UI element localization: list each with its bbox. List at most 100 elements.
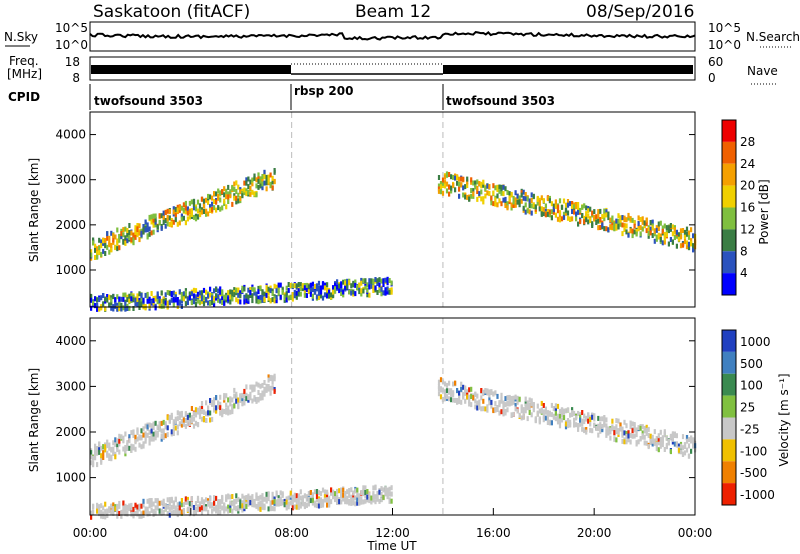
power-echo-cell xyxy=(522,189,525,195)
power-echo-cell xyxy=(239,189,242,195)
velocity-echo-cell xyxy=(581,410,584,415)
power-echo-cell xyxy=(490,195,493,201)
power-echo-cell xyxy=(160,225,163,231)
velocity-echo-cell xyxy=(380,492,383,497)
velocity-echo-cell xyxy=(162,435,165,440)
velocity-echo-cell xyxy=(293,497,296,503)
velocity-echo-cell xyxy=(178,413,181,419)
velocity-echo-cell xyxy=(643,434,646,440)
velocity-echo-cell xyxy=(118,500,121,506)
velocity-echo-cell xyxy=(102,450,105,456)
velocity-echo-cell xyxy=(579,412,582,418)
velocity-echo-cell xyxy=(247,493,250,499)
velocity-echo-cell xyxy=(685,438,689,444)
velocity-echo-cell xyxy=(118,441,121,447)
velocity-echo-cell xyxy=(192,423,196,429)
power-echo-cell xyxy=(190,208,193,214)
power-echo-cell xyxy=(611,217,614,223)
power-echo-cell xyxy=(289,282,292,288)
velocity-echo-cell xyxy=(498,400,501,406)
power-echo-cell xyxy=(603,216,606,222)
power-echo-cell xyxy=(581,213,584,218)
velocity-echo-cell xyxy=(589,427,592,433)
velocity-echo-cell xyxy=(323,494,327,500)
power-echo-cell xyxy=(178,207,181,213)
velocity-echo-cell xyxy=(690,438,693,444)
power-echo-cell xyxy=(520,198,523,204)
velocity-echo-cell xyxy=(96,502,99,508)
velocity-echo-cell xyxy=(253,384,256,390)
velocity-echo-cell xyxy=(162,432,165,438)
power-echo-cell xyxy=(136,297,139,303)
power-echo-cell xyxy=(257,295,260,301)
velocity-echo-cell xyxy=(360,499,363,505)
velocity-echo-cell xyxy=(225,506,228,512)
velocity-echo-cell xyxy=(360,496,363,502)
velocity-echo-cell xyxy=(319,503,323,508)
power-echo-cell xyxy=(354,291,357,297)
velocity-echo-cell xyxy=(354,501,357,507)
power-echo-cell xyxy=(344,280,347,286)
velocity-echo-cell xyxy=(231,404,234,410)
power-echo-cell xyxy=(120,302,123,308)
velocity-echo-cell xyxy=(546,410,549,416)
velocity-echo-cell xyxy=(118,438,121,444)
power-echo-cell xyxy=(154,213,157,219)
power-echo-cell xyxy=(470,177,473,183)
velocity-echo-cell xyxy=(631,421,634,427)
velocity-echo-cell xyxy=(687,453,691,459)
velocity-echo-cell xyxy=(231,501,234,507)
power-echo-cell xyxy=(174,294,177,300)
velocity-echo-cell xyxy=(358,500,361,506)
power-cbar-tick-6: 28 xyxy=(740,135,755,149)
velocity-echo-cell xyxy=(160,436,163,442)
velocity-echo-cell xyxy=(281,500,284,506)
velocity-echo-cell xyxy=(378,498,381,504)
power-echo-cell xyxy=(249,290,252,295)
velocity-echo-cell xyxy=(265,498,268,504)
velocity-echo-cell xyxy=(671,436,674,442)
power-echo-cell xyxy=(439,184,443,190)
velocity-echo-cell xyxy=(558,418,562,424)
velocity-echo-cell xyxy=(603,422,606,428)
velocity-echo-cell xyxy=(213,506,216,512)
power-echo-cell xyxy=(152,298,155,304)
power-echo-cell xyxy=(178,205,181,211)
velocity-echo-cell xyxy=(307,491,310,496)
power-echo-cell xyxy=(364,278,367,284)
power-echo-cell xyxy=(647,231,650,236)
velocity-echo-cell xyxy=(255,397,258,402)
power-echo-cell xyxy=(514,197,517,203)
velocity-echo-cell xyxy=(348,488,351,493)
power-echo-cell xyxy=(144,227,147,233)
velocity-echo-cell xyxy=(645,427,648,433)
power-echo-cell xyxy=(261,297,264,303)
velocity-echo-cell xyxy=(386,492,389,498)
freq-tick-top: 18 xyxy=(65,55,80,69)
power-echo-cell xyxy=(346,278,349,284)
velocity-echo-cell xyxy=(382,487,385,493)
power-echo-cell xyxy=(484,193,487,199)
velocity-echo-cell xyxy=(516,395,519,401)
power-echo-cell xyxy=(386,286,389,292)
power-echo-cell xyxy=(593,215,596,220)
power-echo-cell xyxy=(653,228,656,234)
power-echo-cell xyxy=(198,207,202,213)
velocity-echo-cell xyxy=(108,507,111,513)
power-echo-cell xyxy=(271,175,274,181)
velocity-echo-cell xyxy=(356,497,359,503)
power-echo-cell xyxy=(323,282,327,288)
velocity-echo-cell xyxy=(556,403,560,409)
power-echo-cell xyxy=(221,289,224,295)
velocity-echo-cell xyxy=(338,499,341,505)
velocity-echo-cell xyxy=(366,497,369,503)
power-echo-cell xyxy=(202,301,206,307)
power-echo-cell xyxy=(597,209,600,215)
velocity-echo-cell xyxy=(677,443,681,449)
velocity-echo-cell xyxy=(98,449,101,455)
power-echo-cell xyxy=(645,217,648,223)
power-echo-cell xyxy=(441,180,445,186)
velocity-echo-cell xyxy=(603,416,606,422)
power-echo-cell xyxy=(209,204,212,210)
velocity-echo-cell xyxy=(267,386,270,392)
